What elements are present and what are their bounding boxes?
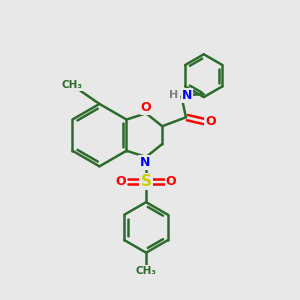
Text: N: N bbox=[182, 88, 192, 101]
Text: CH₃: CH₃ bbox=[61, 80, 82, 90]
Text: O: O bbox=[141, 101, 152, 114]
Text: CH₃: CH₃ bbox=[136, 266, 157, 276]
Text: O: O bbox=[205, 115, 216, 128]
Text: O: O bbox=[116, 175, 127, 188]
Text: O: O bbox=[166, 175, 176, 188]
Text: S: S bbox=[141, 174, 152, 189]
Text: N: N bbox=[140, 156, 150, 170]
Text: H: H bbox=[169, 90, 178, 100]
